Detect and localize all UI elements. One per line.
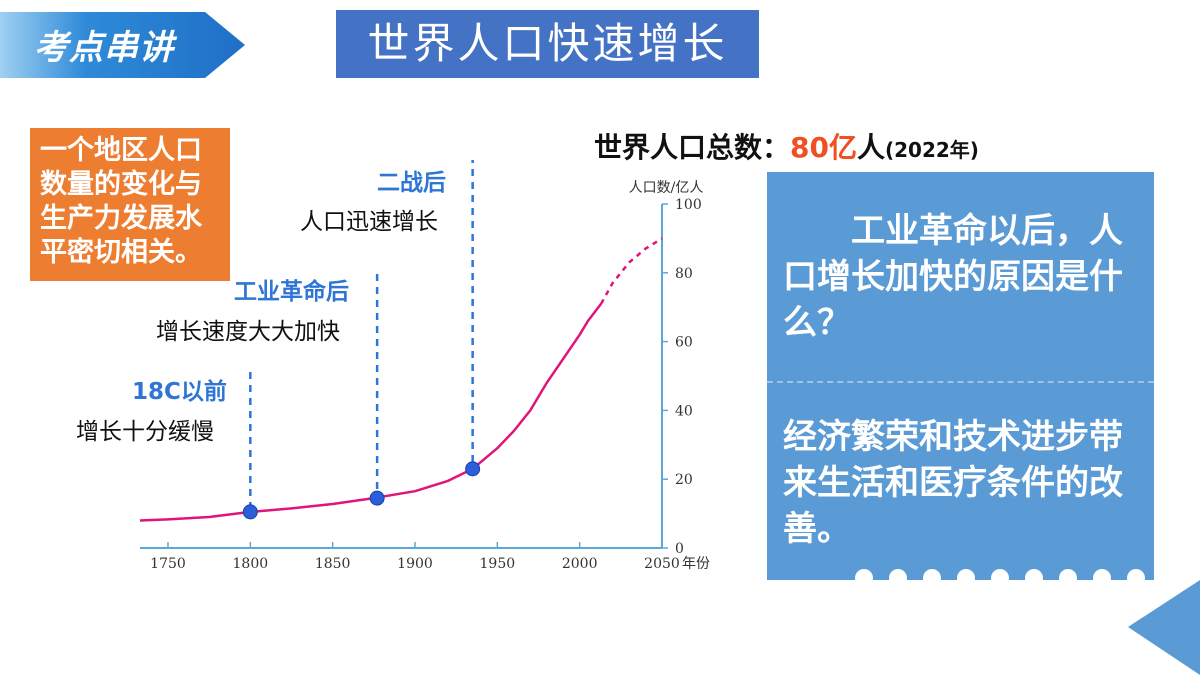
x-tick-label: 1950 [480, 556, 516, 572]
panel-divider [767, 381, 1154, 383]
data-point [465, 461, 481, 477]
population-total-label: 世界人口总数： [594, 131, 791, 164]
data-point [242, 504, 258, 520]
era-description-postwar: 人口迅速增长 [300, 209, 438, 235]
x-tick-label: 2000 [562, 556, 598, 572]
population-curve-projection [600, 237, 663, 305]
era-heading-pre-18c: 18C以前 [132, 379, 227, 405]
y-tick-label: 100 [675, 197, 702, 213]
section-label: 考点串讲 [34, 28, 174, 68]
note-line: 生产力发展水 [40, 203, 202, 234]
y-axis-label: 人口数/亿人 [629, 180, 704, 196]
corner-triangle [1128, 580, 1200, 675]
note-line: 一个地区人口 [40, 135, 202, 166]
population-curve [139, 303, 603, 522]
population-chart: 1750 1800 1850 1900 1950 2000 2050 年份0 20 40 60 80 1… [139, 160, 710, 572]
era-description-industrial: 增长速度大大加快 [156, 319, 340, 345]
panel-question: 工业革命以后，人口增长加快的原因是什么？ [783, 211, 1123, 343]
panel-answer: 经济繁荣和技术进步带来生活和医疗条件的改善。 [783, 417, 1123, 549]
x-tick-label: 1900 [397, 556, 433, 572]
x-tick-label: 2050 [644, 556, 680, 572]
y-tick-label: 60 [675, 335, 693, 351]
population-total: 世界人口总数：80亿人(2022年) [594, 126, 979, 166]
x-tick-label: 1750 [150, 556, 186, 572]
y-tick-label: 80 [675, 266, 693, 282]
scallop-border [855, 569, 1145, 586]
era-heading-postwar: 二战后 [377, 170, 446, 196]
y-tick-label: 20 [675, 472, 693, 488]
era-description-pre-18c: 增长十分缓慢 [76, 419, 214, 445]
population-total-year: (2022年) [885, 138, 979, 162]
note-box: 一个地区人口 数量的变化与 生产力发展水 平密切相关。 [30, 128, 230, 281]
section-ribbon [0, 12, 245, 78]
page-title: 世界人口快速增长 [336, 10, 759, 78]
y-tick-label: 40 [675, 403, 693, 419]
x-tick-label: 1800 [233, 556, 269, 572]
x-tick-label: 1850 [315, 556, 351, 572]
x-axis-label: 年份 [682, 556, 710, 572]
population-total-value: 80亿 [790, 131, 857, 164]
population-total-unit: 人 [856, 131, 885, 164]
question-panel [767, 172, 1154, 580]
data-point [369, 490, 385, 506]
y-tick-label: 0 [675, 541, 684, 557]
era-heading-industrial: 工业革命后 [234, 279, 349, 305]
note-line: 数量的变化与 [40, 169, 202, 200]
note-line: 平密切相关。 [40, 237, 202, 268]
